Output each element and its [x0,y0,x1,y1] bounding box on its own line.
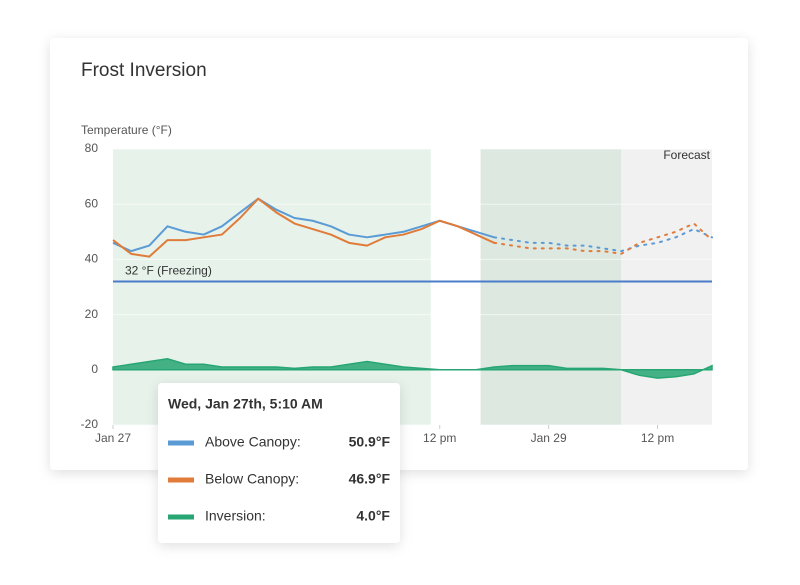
series-line [112,197,495,253]
region [113,149,431,425]
freezing-label: 32 °F (Freezing) [125,264,212,278]
legend-label: Inversion: [205,508,266,524]
forecast-line [493,228,713,253]
tooltip-value: 50.9°F [349,434,391,450]
x-tick-label: Jan 27 [95,431,131,445]
tooltip-value: 46.9°F [349,471,391,487]
x-tick-label: Jan 29 [531,431,567,445]
inversion-area [112,357,713,379]
y-tick-label: 40 [85,252,99,266]
region [480,149,622,425]
y-tick-label: 80 [85,141,99,155]
tooltip-box [158,383,400,543]
y-tick-label: 60 [85,196,99,210]
y-tick-label: 20 [85,307,99,321]
x-tick-label: 12 pm [641,431,674,445]
series-line [112,197,495,258]
legend-label: Below Canopy: [205,471,299,487]
y-axis-label: Temperature (°F) [81,123,172,137]
region-label: Forecast [663,148,710,162]
region [621,149,712,425]
legend-label: Above Canopy: [205,434,301,450]
x-tick-label: 12 pm [423,431,456,445]
tooltip: Wed, Jan 27th, 5:10 AM Above Canopy: 50.9… [158,383,400,543]
y-tick-label: -20 [81,417,99,431]
y-tick-label: 0 [91,362,98,376]
tooltip-value: 4.0°F [356,508,390,524]
tooltip-title: Wed, Jan 27th, 5:10 AM [168,396,323,412]
chart-title: Frost Inversion [81,60,207,81]
